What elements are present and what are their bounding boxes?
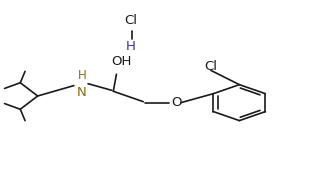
Text: N: N [77,86,86,99]
Text: H: H [126,40,135,53]
Text: Cl: Cl [204,60,218,73]
Text: OH: OH [111,55,131,68]
Text: Cl: Cl [124,14,137,27]
Text: O: O [171,96,182,109]
Text: H: H [77,69,86,82]
